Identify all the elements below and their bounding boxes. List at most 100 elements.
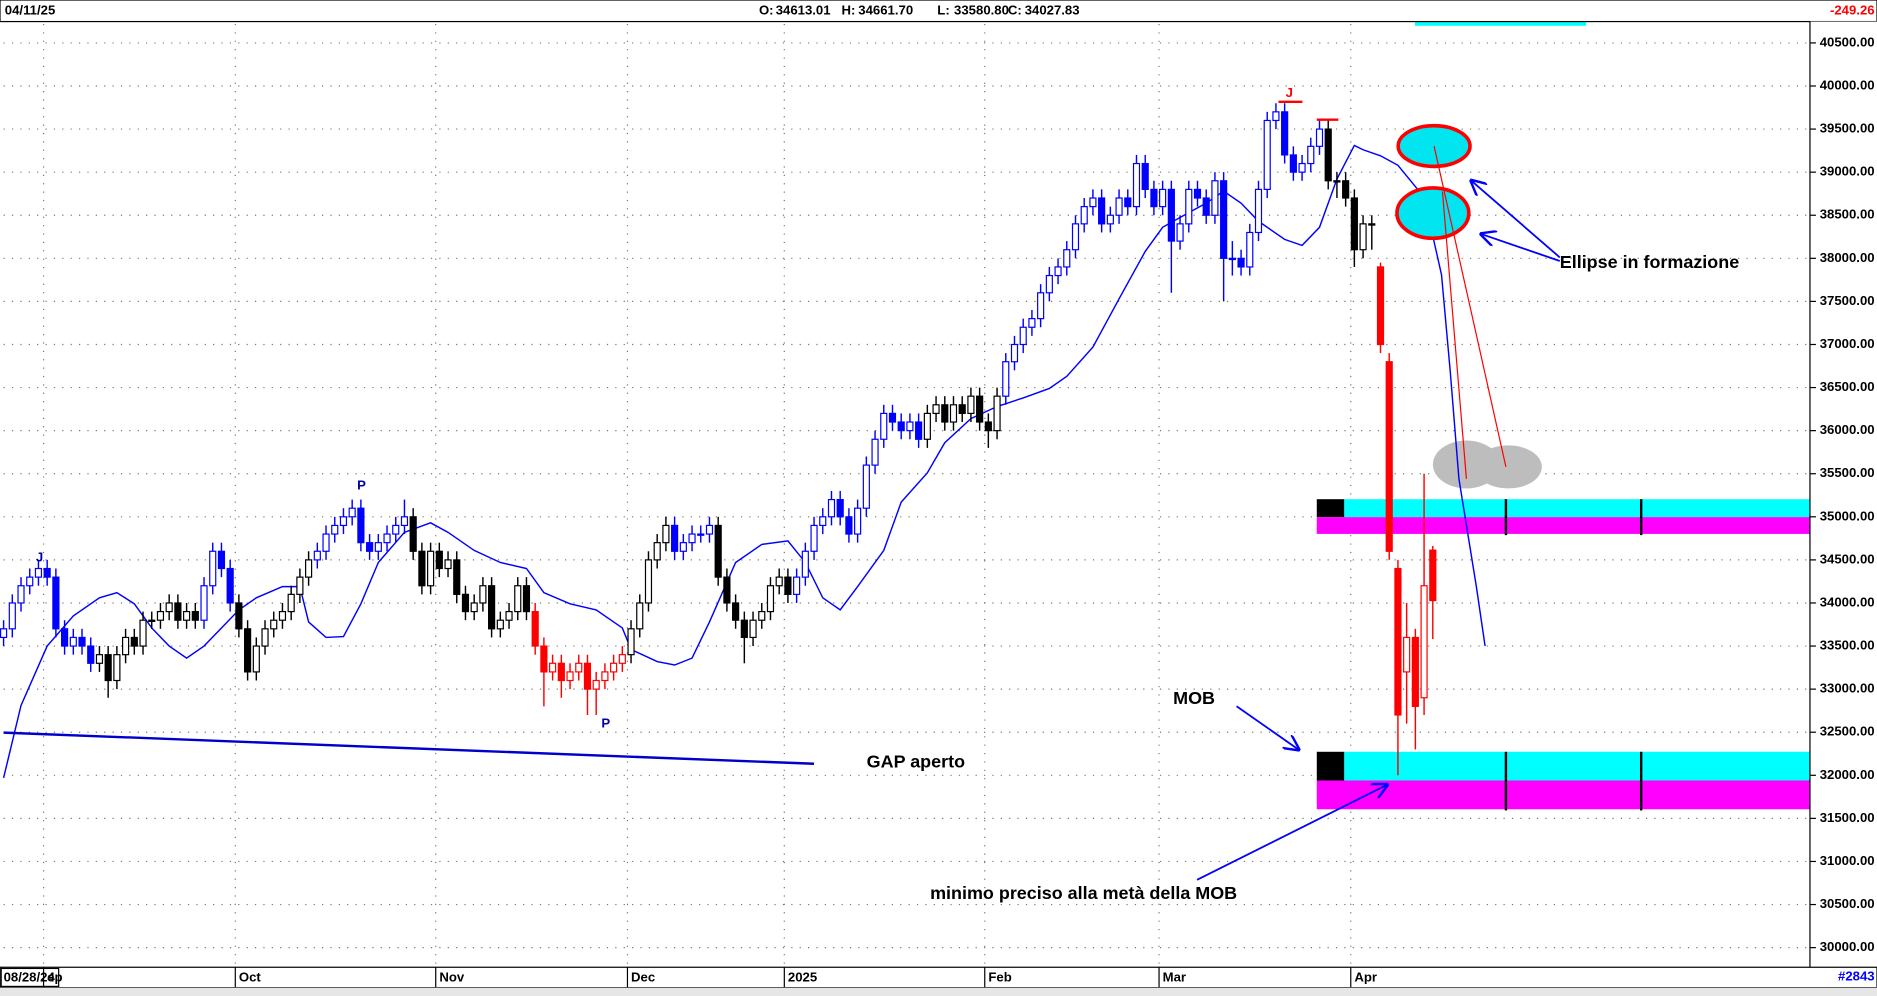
candle-body xyxy=(906,421,914,432)
candle-body xyxy=(697,533,705,536)
candle-body xyxy=(34,567,43,578)
x-tick-label: Dec xyxy=(631,969,655,984)
header-bar xyxy=(0,0,1877,23)
candle-body xyxy=(183,610,191,621)
candle-body xyxy=(1106,214,1114,225)
red-line xyxy=(1433,145,1507,468)
candle-body xyxy=(1237,257,1245,268)
candle-body xyxy=(714,524,722,578)
annotation: J xyxy=(1286,85,1293,100)
ohlc-value: 33580.80 xyxy=(954,2,1009,17)
candle-body xyxy=(967,395,975,415)
candle-body xyxy=(784,576,792,595)
candle-body xyxy=(732,602,740,621)
candle-body xyxy=(723,576,731,604)
candle-body xyxy=(444,559,452,570)
candle-body xyxy=(888,412,897,423)
y-tick-label: 38000.00 xyxy=(1820,250,1875,265)
candle-body xyxy=(897,421,905,432)
candle-body xyxy=(827,498,836,518)
x-tick-label: Nov xyxy=(439,969,465,984)
candle-body xyxy=(209,550,217,587)
candle-body xyxy=(435,550,443,570)
candle-body xyxy=(618,654,626,664)
candle-body xyxy=(1298,162,1306,173)
ohlc-value: 34661.70 xyxy=(858,2,913,17)
candle-body xyxy=(610,662,618,673)
start-date-box xyxy=(0,967,60,988)
candle-body xyxy=(87,645,95,664)
candle-body xyxy=(95,654,104,664)
candle-body xyxy=(287,593,295,613)
candle-body xyxy=(1403,636,1411,673)
candle-body xyxy=(575,662,583,673)
candle-body xyxy=(1193,188,1202,199)
arrow xyxy=(1196,784,1389,881)
candle-body xyxy=(427,550,435,587)
candle-body xyxy=(122,636,130,656)
y-tick-label: 36000.00 xyxy=(1820,422,1875,437)
candle-body xyxy=(8,602,16,630)
candle-body xyxy=(409,516,417,552)
mob-zones xyxy=(1316,22,1814,811)
candle-body xyxy=(557,662,565,682)
candle-body xyxy=(932,404,940,415)
candle-body xyxy=(1167,188,1175,242)
candle-body xyxy=(749,619,757,639)
candle-body xyxy=(1089,197,1097,208)
candle-body xyxy=(1333,180,1341,183)
candle-body xyxy=(278,610,287,621)
candle-body xyxy=(148,619,156,623)
candle-body xyxy=(880,412,888,440)
y-tick-label: 34500.00 xyxy=(1820,551,1875,566)
y-tick-label: 40500.00 xyxy=(1820,34,1875,49)
status-bar xyxy=(0,987,1877,996)
x-tick-label: 2025 xyxy=(788,969,817,984)
candle-body xyxy=(479,585,487,604)
arrow xyxy=(1480,233,1561,262)
candle-body xyxy=(1376,266,1385,346)
y-tick-label: 40000.00 xyxy=(1820,77,1875,92)
ohlc-value: 34027.83 xyxy=(1025,2,1080,17)
candle-body xyxy=(1429,549,1437,602)
candle-body xyxy=(1115,197,1123,216)
candle-body xyxy=(1080,206,1088,225)
candle-body xyxy=(1307,145,1315,165)
candle-body xyxy=(1246,231,1254,268)
candle-body xyxy=(941,404,949,423)
y-tick-label: 36500.00 xyxy=(1820,379,1875,394)
candle-body xyxy=(1411,636,1419,707)
candle-body xyxy=(1045,274,1053,294)
candle-body xyxy=(470,602,478,613)
candle-body xyxy=(226,567,234,604)
candle-body xyxy=(775,576,783,587)
candle-body xyxy=(1063,249,1071,268)
ohlc-label: C: xyxy=(1008,2,1022,17)
drawings xyxy=(3,100,1561,881)
candle-body xyxy=(252,645,260,673)
annotation: P xyxy=(601,716,610,731)
candle-body xyxy=(1010,343,1019,363)
candle-body xyxy=(505,610,513,621)
y-tick-label: 32000.00 xyxy=(1820,767,1875,782)
candle-body xyxy=(514,585,522,613)
candle-body xyxy=(1150,188,1158,208)
x-tick-label: Mar xyxy=(1163,969,1186,984)
zone-cyan xyxy=(1344,499,1814,518)
candle-body xyxy=(1315,128,1324,147)
bar-count: #2843 xyxy=(1838,968,1875,983)
candle-body xyxy=(1202,197,1210,216)
annotation: MOB xyxy=(1173,688,1215,708)
arrow xyxy=(1470,180,1561,259)
red-line xyxy=(1441,191,1468,479)
candle-body xyxy=(270,619,278,630)
candle-body xyxy=(453,559,461,595)
candle-body xyxy=(705,524,714,535)
candle-body xyxy=(374,542,382,552)
candle-body xyxy=(854,507,862,535)
candle-body xyxy=(793,576,801,595)
candle-body xyxy=(531,610,539,647)
candle-body xyxy=(261,628,269,647)
